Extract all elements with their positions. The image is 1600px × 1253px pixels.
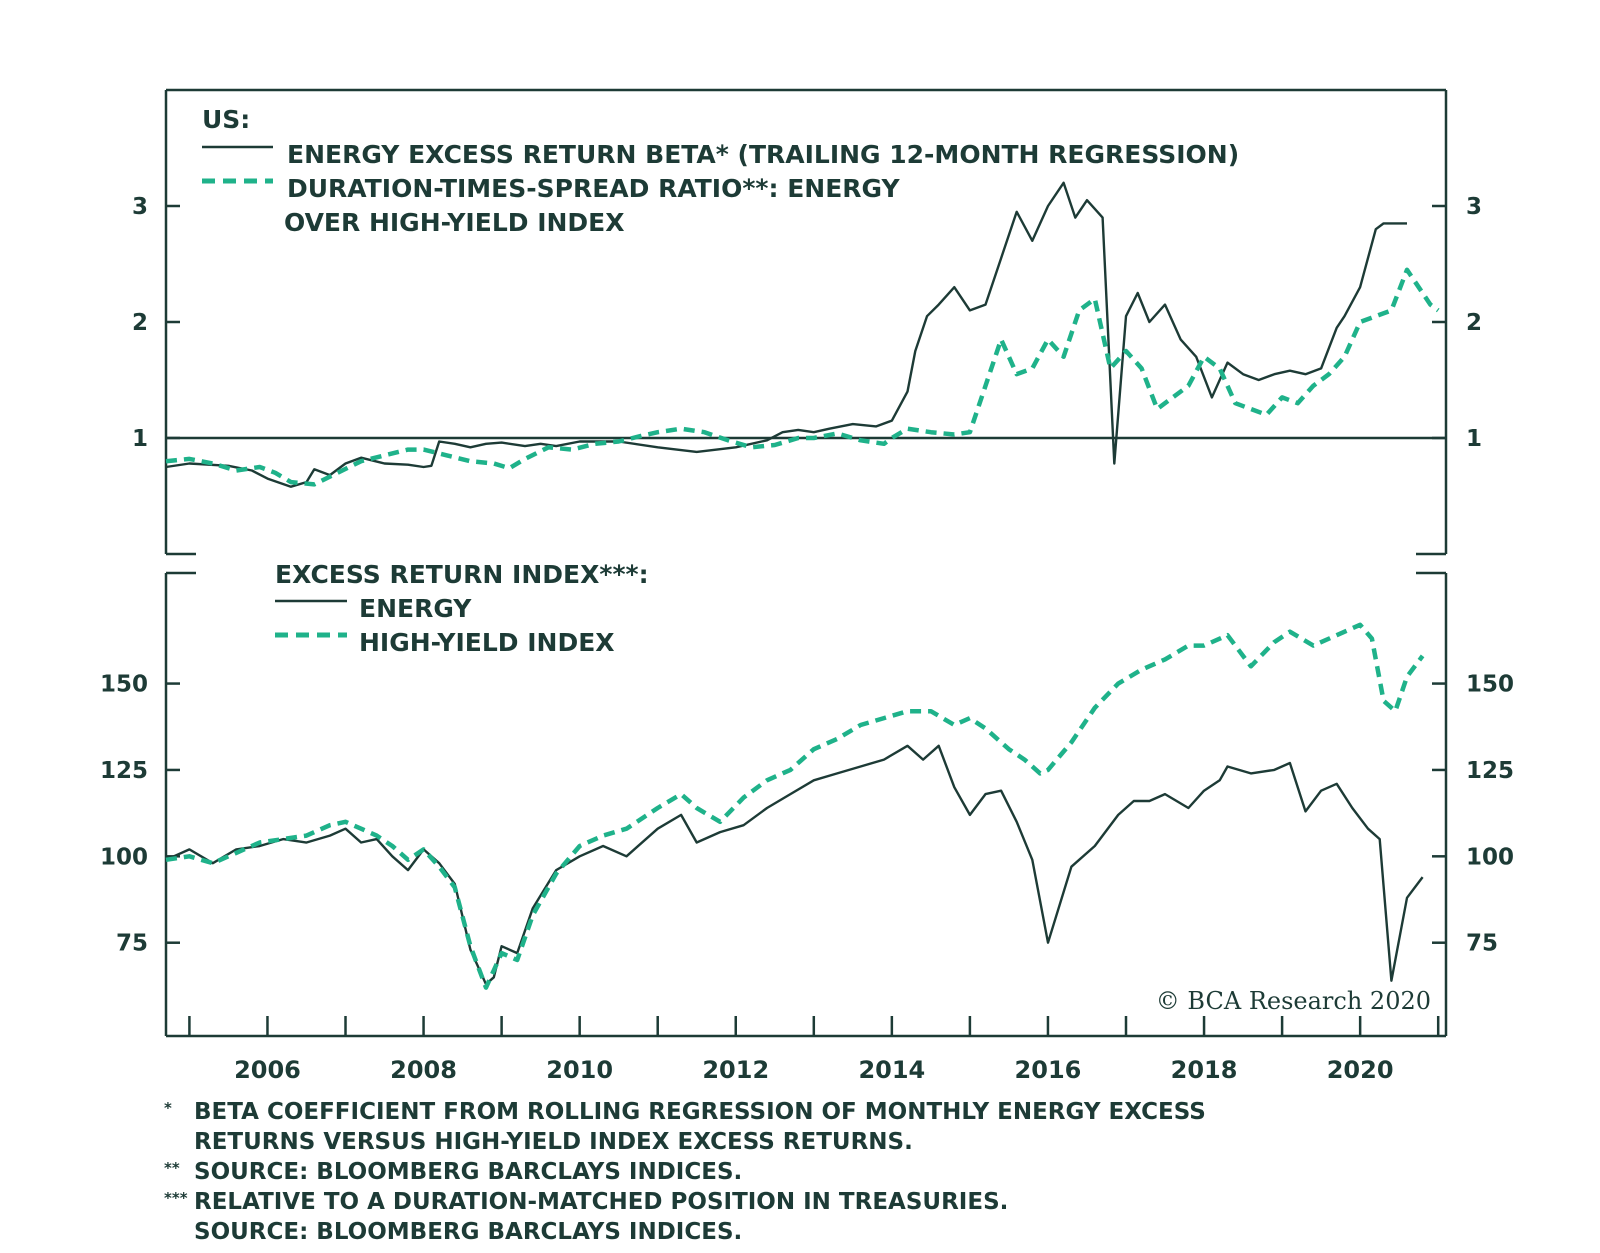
footnote-1: * BETA COEFFICIENT FROM ROLLING REGRESSI…	[164, 1097, 1364, 1157]
footnote-line: SOURCE: BLOOMBERG BARCLAYS INDICES.	[194, 1219, 743, 1245]
series-dashed-line	[165, 267, 1440, 487]
footnote-line: SOURCE: BLOOMBERG BARCLAYS INDICES.	[194, 1159, 743, 1185]
top-legend-series-2-line2: OVER HIGH-YIELD INDEX	[284, 208, 625, 237]
bottom-series-lines	[165, 622, 1425, 990]
x-tick-label: 2020	[1327, 1056, 1394, 1084]
x-tick-label: 2014	[858, 1056, 925, 1084]
series-solid-line	[165, 744, 1424, 986]
bottom-legend-title: EXCESS RETURN INDEX***:	[275, 560, 649, 589]
y-tick-label-left: 125	[100, 758, 148, 784]
x-tick-label: 2010	[546, 1056, 613, 1084]
top-legend-series-1: ENERGY EXCESS RETURN BETA* (TRAILING 12-…	[287, 140, 1239, 169]
x-axis-ticks: 2006 2008 2010 2012 2014 2016 2018 2020	[188, 1016, 1440, 1084]
footnote-marker: *	[164, 1099, 172, 1117]
footnote-marker: **	[164, 1159, 180, 1177]
x-tick-label: 2018	[1171, 1056, 1238, 1084]
top-legend-series-2-line1: DURATION-TIMES-SPREAD RATIO**: ENERGY	[287, 174, 901, 203]
y-tick-label-right: 2	[1466, 310, 1482, 336]
footnote-marker: ***	[164, 1189, 188, 1207]
top-series-lines	[165, 181, 1440, 488]
y-tick-label-left: 75	[116, 931, 148, 957]
footnote-line: BETA COEFFICIENT FROM ROLLING REGRESSION…	[194, 1099, 1206, 1125]
series-dashed-line	[165, 622, 1425, 990]
footnotes: * BETA COEFFICIENT FROM ROLLING REGRESSI…	[164, 1097, 1364, 1247]
x-tick-label: 2016	[1015, 1056, 1082, 1084]
chart-canvas: 1 1 2 2 3 3 US: ENERGY EXCESS RETURN BETA* (T…	[100, 88, 1514, 1084]
y-tick-label-left: 100	[100, 844, 148, 870]
y-tick-label-right: 150	[1466, 672, 1514, 698]
top-panel: 1 1 2 2 3 3 US: ENERGY EXCESS RETURN BETA* (T…	[132, 88, 1482, 556]
top-legend-title: US:	[202, 105, 250, 134]
y-tick-label-right: 125	[1466, 758, 1514, 784]
footnote-3: *** RELATIVE TO A DURATION-MATCHED POSIT…	[164, 1187, 1364, 1247]
y-tick-label-right: 100	[1466, 844, 1514, 870]
y-tick-label-right: 75	[1466, 931, 1498, 957]
bottom-legend-series-1: ENERGY	[359, 594, 472, 623]
x-tick-label: 2008	[390, 1056, 457, 1084]
y-tick-label-right: 1	[1466, 426, 1482, 452]
bottom-panel-frame	[164, 571, 1448, 1038]
y-tick-label-left: 2	[132, 310, 148, 336]
series-solid-line	[165, 181, 1407, 488]
footnote-2: ** SOURCE: BLOOMBERG BARCLAYS INDICES.	[164, 1157, 1364, 1187]
y-tick-label-left: 150	[100, 672, 148, 698]
bca-watermark: © BCA Research 2020	[1156, 987, 1431, 1015]
top-y-ticks: 1 1 2 2 3 3	[132, 194, 1482, 452]
x-tick-label: 2006	[234, 1056, 301, 1084]
bottom-y-ticks: 75 75 100 100 125 125 150 150	[100, 672, 1514, 957]
y-tick-label-left: 1	[132, 426, 148, 452]
y-tick-label-right: 3	[1466, 194, 1482, 220]
bottom-legend-series-2: HIGH-YIELD INDEX	[359, 628, 615, 657]
x-tick-label: 2012	[702, 1056, 769, 1084]
footnote-line: RETURNS VERSUS HIGH-YIELD INDEX EXCESS R…	[194, 1129, 913, 1155]
footnote-line: RELATIVE TO A DURATION-MATCHED POSITION …	[194, 1189, 1009, 1215]
y-tick-label-left: 3	[132, 194, 148, 220]
